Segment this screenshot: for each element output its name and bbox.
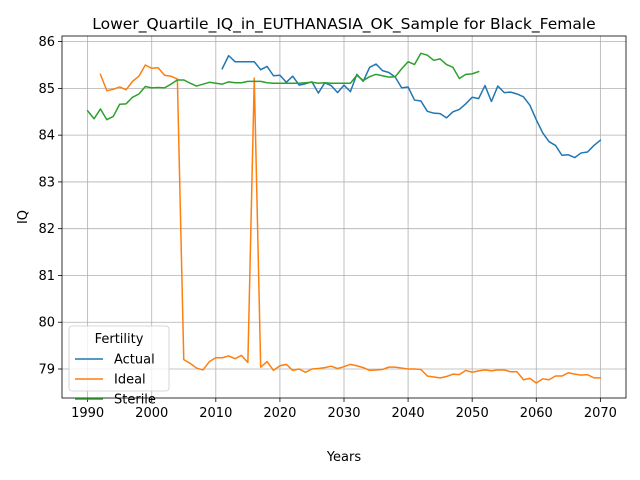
y-tick-label: 80 [38, 316, 55, 331]
y-axis-label: IQ [16, 210, 31, 224]
chart-title: Lower_Quartile_IQ_in_EUTHANASIA_OK_Sampl… [92, 15, 595, 34]
x-axis-label: Years [326, 450, 362, 465]
legend-title: Fertility [95, 332, 144, 347]
x-tick-label: 2070 [584, 406, 617, 421]
x-tick-label: 2020 [263, 406, 296, 421]
legend-label-ideal: Ideal [114, 373, 146, 388]
x-tick-label: 2030 [327, 406, 360, 421]
x-tick-label: 2000 [135, 406, 168, 421]
legend-label-actual: Actual [114, 353, 155, 368]
y-tick-label: 85 [38, 82, 55, 97]
legend: Fertility Actual Ideal Sterile [68, 325, 170, 408]
y-tick-label: 82 [38, 222, 55, 237]
legend-box [68, 325, 170, 392]
x-tick-label: 1990 [71, 406, 104, 421]
x-axis-ticks: 1990 2000 2010 2020 2030 2040 2050 2060 2070 [71, 398, 617, 421]
y-tick-label: 79 [38, 363, 55, 378]
series-line-sterile [86, 52, 480, 121]
y-tick-label: 83 [38, 175, 55, 190]
x-tick-label: 2060 [520, 406, 553, 421]
series-line-ideal [99, 64, 602, 384]
x-tick-label: 2040 [392, 406, 425, 421]
legend-entries: Actual Ideal Sterile [75, 353, 156, 408]
grid-lines [62, 36, 626, 398]
y-tick-label: 86 [38, 35, 55, 50]
y-axis-ticks: 79 80 81 82 83 84 85 86 [38, 35, 62, 378]
series-lines [86, 52, 602, 384]
y-tick-label: 84 [38, 129, 55, 144]
y-tick-label: 81 [38, 269, 55, 284]
x-tick-label: 2010 [199, 406, 232, 421]
x-tick-label: 2050 [456, 406, 489, 421]
series-line-actual [221, 54, 602, 159]
legend-label-sterile: Sterile [114, 393, 156, 408]
